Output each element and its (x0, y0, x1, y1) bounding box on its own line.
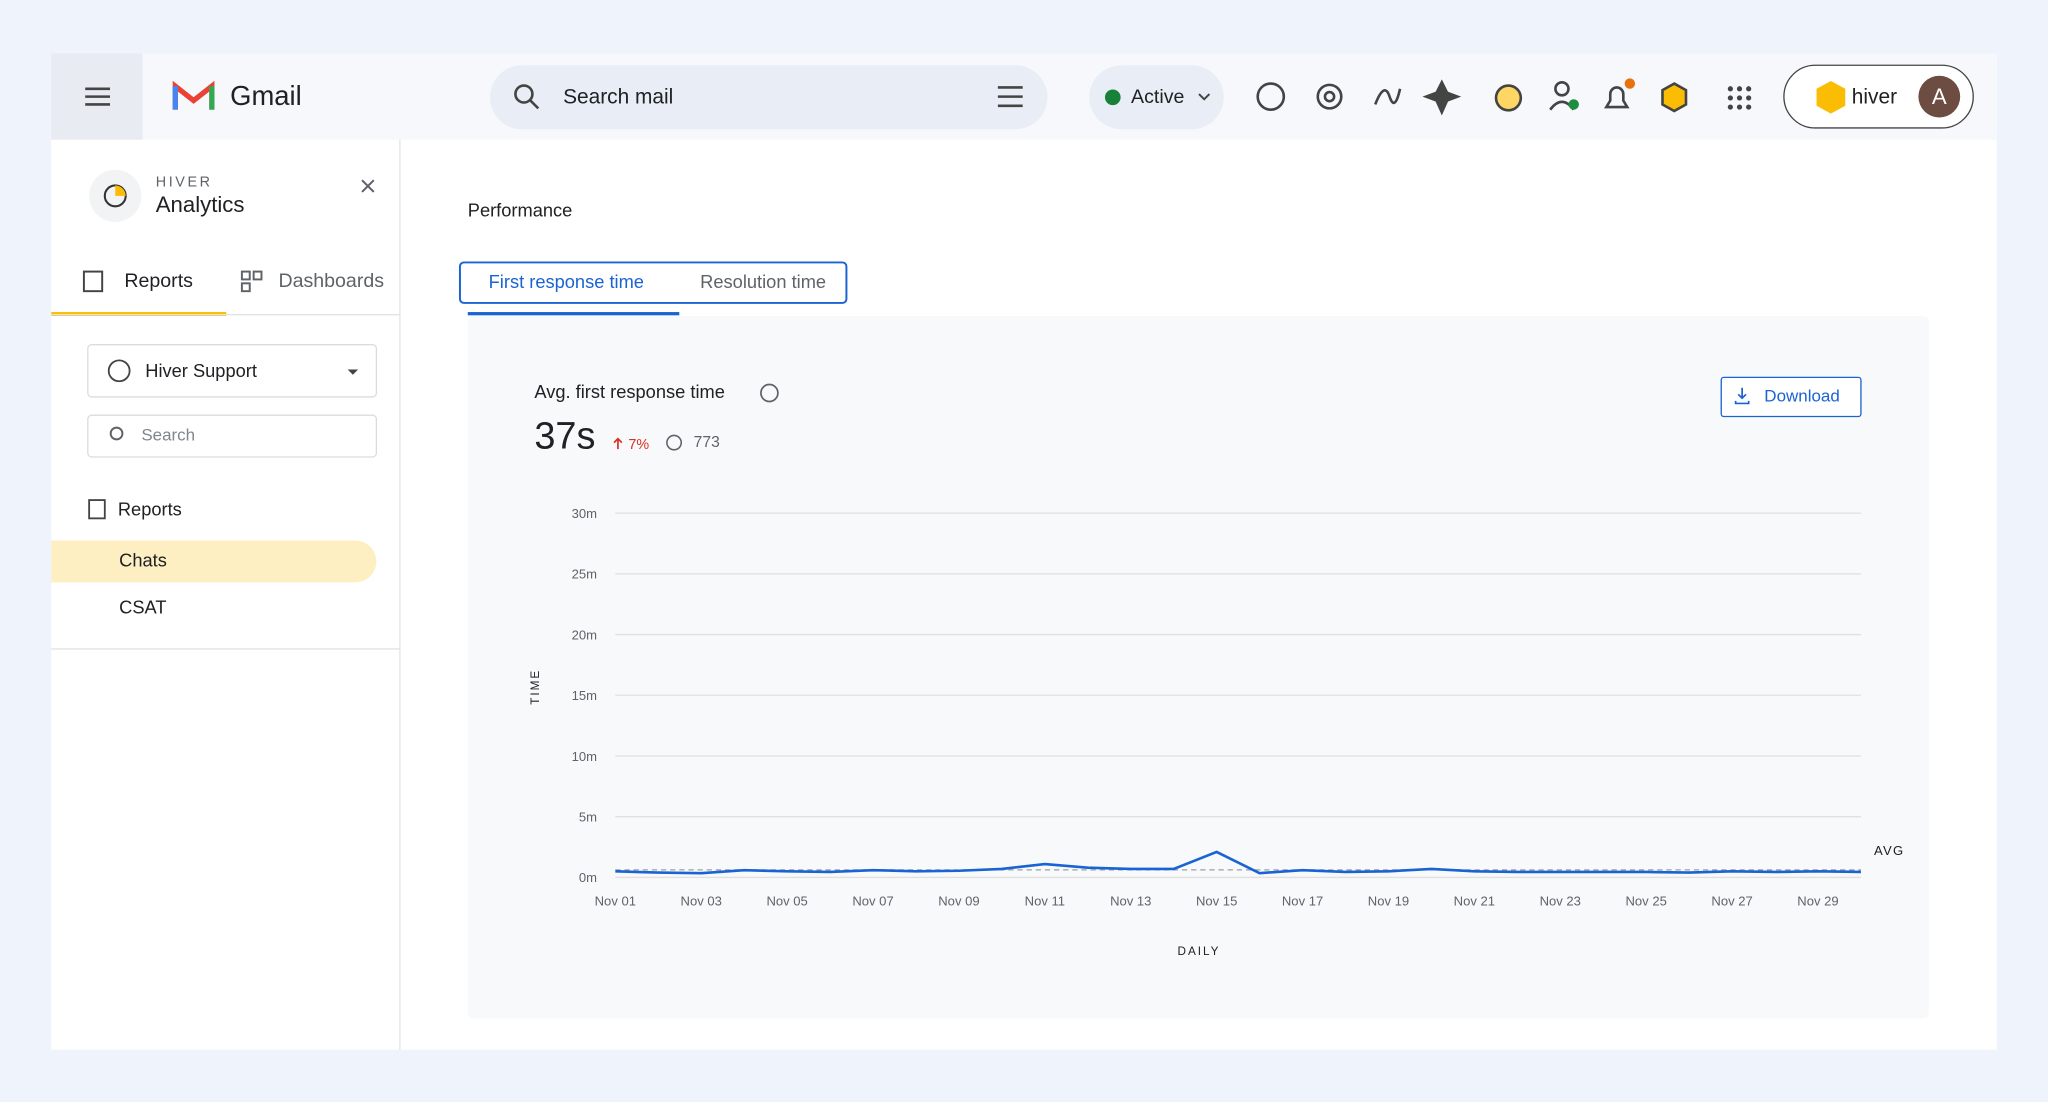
filter-icon[interactable] (997, 86, 1023, 108)
status-button[interactable] (1089, 65, 1224, 130)
app-name: Gmail (230, 80, 302, 111)
y-tick-label: 15m (572, 688, 598, 703)
change-arrow (613, 437, 623, 450)
download-label: Download (1764, 386, 1839, 405)
metric-value: 37s (534, 416, 595, 458)
x-tick-label: Nov 15 (1196, 894, 1237, 909)
sidebar-brand: HIVER (156, 175, 213, 191)
inbox-caret (347, 369, 359, 375)
y-tick-label: 0m (579, 870, 597, 885)
search-icon (529, 99, 540, 110)
reports-tab-icon (82, 270, 104, 293)
series-line (615, 850, 1861, 875)
menu-button[interactable] (85, 87, 111, 106)
presence-dot (1568, 99, 1579, 110)
x-tick-label: Nov 03 (681, 894, 722, 909)
sidebar-tab[interactable]: Dashboards (278, 270, 384, 292)
search-icon (514, 84, 534, 104)
inbox-select[interactable] (87, 344, 378, 398)
x-tick-label: Nov 27 (1711, 894, 1752, 909)
x-axis-label: DAILY (1178, 945, 1221, 958)
status-caret (1198, 93, 1211, 101)
dashboards-tab-icon (240, 270, 263, 293)
gmail-logo (172, 80, 215, 110)
y-tick-label: 25m (572, 567, 598, 582)
x-tick-label: Nov 19 (1368, 894, 1409, 909)
chart-tab[interactable]: Resolution time (700, 271, 826, 292)
active-tab-indicator (51, 312, 227, 316)
metric-title: Avg. first response time (534, 381, 725, 402)
avg-label: AVG (1874, 843, 1905, 858)
brand: hiver (1852, 85, 1897, 108)
chart-tab[interactable]: First response time (489, 271, 644, 292)
chart-panel (467, 315, 1929, 1019)
analytics-logo (115, 185, 126, 196)
x-tick-label: Nov 29 (1797, 894, 1838, 909)
x-tick-label: Nov 01 (595, 894, 636, 909)
avatar[interactable] (1918, 75, 1961, 118)
y-axis-label: TIME (529, 669, 542, 705)
sidebar-title: Analytics (156, 192, 245, 217)
sidebar-item[interactable]: CSAT (119, 596, 166, 617)
active-item-bg (51, 540, 377, 583)
y-tick-label: 10m (572, 749, 598, 764)
x-tick-label: Nov 21 (1454, 894, 1495, 909)
y-tick-label: 5m (579, 809, 597, 824)
apps-icon[interactable] (1727, 86, 1752, 110)
count-icon (666, 434, 683, 451)
download-button[interactable] (1720, 376, 1862, 418)
sidebar-search[interactable] (87, 414, 378, 458)
toolbar-icons[interactable] (1256, 79, 1688, 116)
y-tick-label: 20m (572, 627, 598, 642)
section-title: Reports (118, 498, 182, 519)
metric-count: 773 (694, 434, 720, 451)
help-icon[interactable] (760, 383, 779, 403)
inbox-icon (107, 359, 131, 383)
x-tick-label: Nov 17 (1282, 894, 1323, 909)
section-icon (88, 499, 106, 520)
y-tick-label: 30m (572, 506, 598, 521)
active-chart-tab (467, 312, 680, 316)
main-heading: Performance (468, 199, 573, 220)
sidebar-tab[interactable]: Reports (124, 270, 193, 292)
avatar-letter: A (1932, 84, 1947, 109)
chart: 0m 5m 10m 15m 20m 25m 30m Nov 01 Nov 03 Nov 05 Nov… (529, 506, 1905, 958)
hiver-logo (1816, 80, 1846, 114)
search-placeholder: Search mail (563, 85, 673, 108)
x-tick-label: Nov 13 (1110, 894, 1151, 909)
status-label: Active (1131, 86, 1184, 108)
sidebar-search-placeholder: Search (141, 426, 195, 445)
search-bar[interactable] (489, 65, 1048, 130)
notification-dot (1624, 78, 1636, 89)
inbox-name: Hiver Support (145, 360, 257, 381)
metric-change: 7% (628, 437, 649, 453)
sidebar-item[interactable]: Chats (119, 549, 167, 570)
close-button[interactable] (361, 179, 375, 193)
sidebar-search-icon (109, 426, 124, 441)
status-dot (1104, 89, 1121, 106)
x-tick-label: Nov 11 (1025, 894, 1065, 909)
x-tick-label: Nov 05 (766, 894, 807, 909)
x-tick-label: Nov 25 (1626, 894, 1667, 909)
download-icon (1734, 387, 1750, 405)
x-tick-label: Nov 07 (852, 894, 893, 909)
x-tick-label: Nov 23 (1540, 894, 1581, 909)
x-tick-label: Nov 09 (938, 894, 979, 909)
tab-group (458, 261, 848, 304)
